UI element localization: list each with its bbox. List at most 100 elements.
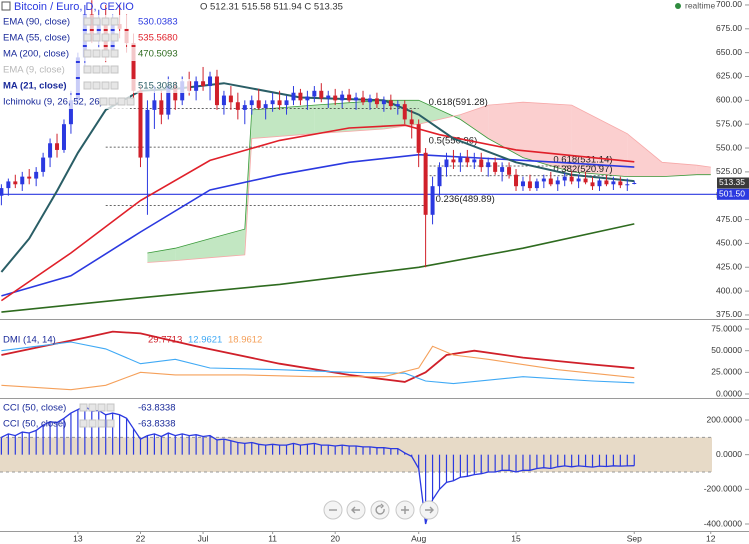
- legend-icon: [101, 17, 110, 26]
- legend-icon: [83, 49, 92, 58]
- candle-body: [138, 90, 143, 158]
- collapse-icon[interactable]: [1, 1, 11, 11]
- cloud-span-b: [147, 101, 711, 263]
- candle-body: [201, 81, 206, 87]
- candle-body: [312, 90, 317, 97]
- candle-body: [604, 180, 609, 185]
- candle-body: [249, 100, 254, 106]
- dmi-line: [1, 345, 635, 391]
- candle-body: [284, 100, 289, 106]
- candle-body: [381, 100, 386, 105]
- y-tick-label: 200.0000: [707, 414, 743, 424]
- candle-body: [611, 181, 616, 185]
- candle-body: [75, 57, 80, 101]
- x-tick-label: Sep: [627, 533, 642, 543]
- legend-icon: [106, 403, 115, 412]
- indicator-line: [0, 82, 635, 273]
- legend-icon: [83, 33, 92, 42]
- legend-icon: [117, 97, 126, 106]
- legend-entry: MA (200, close): [3, 49, 69, 60]
- legend-entry: Ichimoku (9, 26, 52, 26): [3, 97, 103, 108]
- y-tick-label: 25.0000: [711, 367, 742, 377]
- candle-body: [493, 162, 498, 172]
- candle-body: [27, 176, 32, 179]
- candle-body: [562, 176, 567, 181]
- indicator-line: [1, 153, 635, 297]
- legend-icon: [92, 49, 101, 58]
- candle-body: [632, 182, 637, 184]
- y-tick-label: 75.0000: [711, 323, 742, 333]
- candle-body: [361, 97, 366, 103]
- legend-entry: MA (21, close): [3, 81, 67, 92]
- legend-icon: [83, 65, 92, 74]
- candle-body: [374, 98, 379, 105]
- reset-glyph: [375, 503, 385, 515]
- legend-icon: [92, 33, 101, 42]
- candle-body: [395, 104, 400, 107]
- dmi-line: [1, 341, 635, 385]
- candle-body: [409, 119, 414, 125]
- fib-label: 0.5(550.96): [429, 136, 478, 147]
- legend-icon: [83, 17, 92, 26]
- candle-body: [20, 176, 25, 185]
- candle-body: [208, 76, 213, 87]
- candle-body: [340, 94, 345, 101]
- status-dot: [675, 3, 681, 9]
- candle-body: [423, 152, 428, 215]
- candle-body: [583, 178, 588, 183]
- candle-body: [41, 157, 46, 172]
- candle-body: [569, 176, 574, 182]
- candle-body: [520, 181, 525, 187]
- y-tick-label: 700.00: [716, 0, 742, 9]
- legend-icon: [101, 33, 110, 42]
- candle-body: [48, 143, 53, 158]
- reset-button[interactable]: [370, 500, 390, 520]
- candle-body: [242, 105, 247, 110]
- candle-body: [416, 124, 421, 153]
- y-tick-label: -200.0000: [704, 484, 743, 494]
- candle-body: [354, 97, 359, 101]
- candle-body: [597, 180, 602, 187]
- ohlc-readout: O 512.31 515.58 511.94 C 513.35: [200, 2, 343, 13]
- candle-body: [534, 181, 539, 189]
- legend-value: 29.7713: [148, 335, 182, 346]
- legend-icon: [99, 97, 108, 106]
- legend-icon: [88, 403, 97, 412]
- legend-icon: [88, 419, 97, 428]
- legend-entry: EMA (90, close): [3, 17, 70, 28]
- y-tick-label: 375.00: [716, 309, 742, 319]
- candle-body: [514, 174, 519, 187]
- symbol-title: Bitcoin / Euro, D, CEXIO: [14, 1, 134, 13]
- candle-body: [472, 159, 477, 163]
- candle-body: [34, 171, 39, 179]
- candle-body: [326, 95, 331, 99]
- legend-icon: [110, 49, 119, 58]
- x-tick-label: Jul: [198, 533, 209, 543]
- candle-body: [458, 157, 463, 163]
- y-tick-label: 475.00: [716, 214, 742, 224]
- cloud-span-a: [147, 99, 711, 254]
- y-tick-label: 675.00: [716, 23, 742, 33]
- candle-body: [291, 92, 296, 101]
- candle-body: [576, 178, 581, 182]
- legend-value: 515.3088: [138, 81, 178, 92]
- candle-body: [6, 181, 11, 189]
- cloud-segment: [147, 248, 176, 263]
- candle-body: [333, 95, 338, 101]
- left-glyph: [351, 506, 360, 514]
- candle-body: [194, 81, 199, 91]
- legend-value: 535.5680: [138, 33, 178, 44]
- cloud-segment: [418, 100, 461, 125]
- right-glyph: [425, 506, 434, 514]
- candle-body: [13, 181, 18, 185]
- candle-body: [388, 100, 393, 107]
- candle-body: [527, 181, 532, 189]
- legend-icon: [92, 17, 101, 26]
- y-tick-label: 450.00: [716, 238, 742, 248]
- legend-value: 18.9612: [228, 335, 262, 346]
- legend-icon: [92, 81, 101, 90]
- legend-value: 530.0383: [138, 17, 178, 28]
- candle-body: [444, 159, 449, 168]
- legend-icon: [101, 81, 110, 90]
